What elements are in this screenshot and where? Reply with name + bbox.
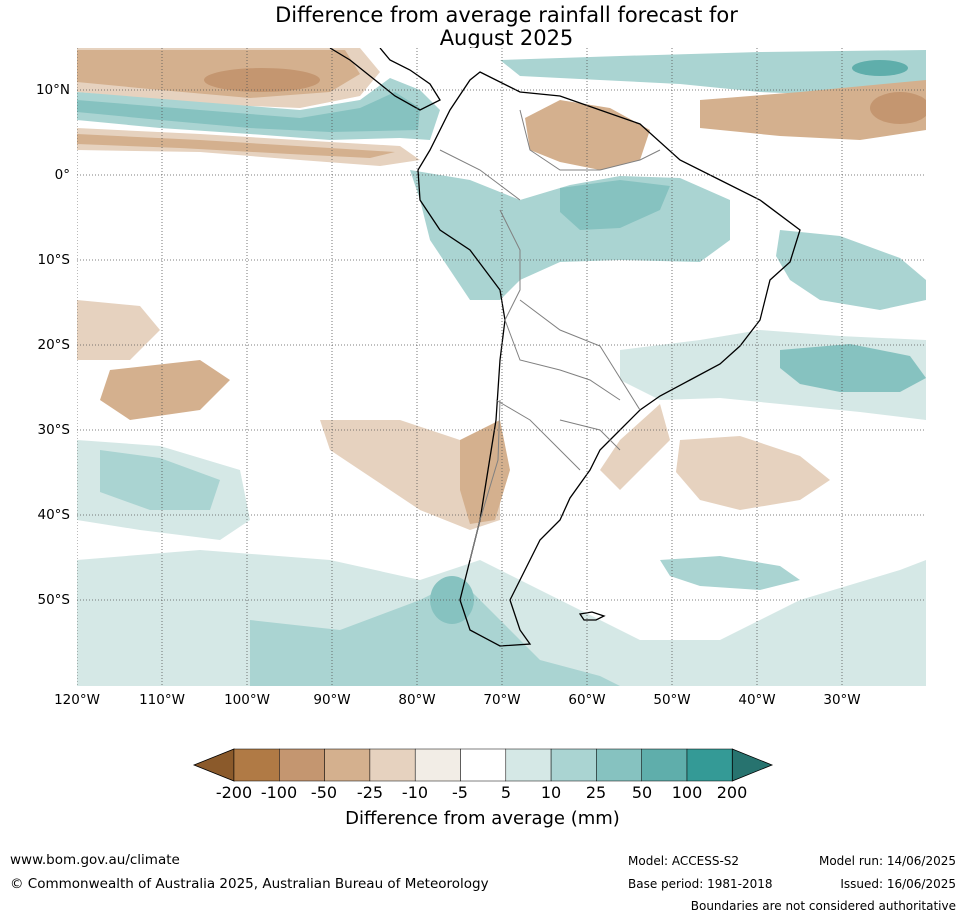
colorbar-tick: -100 xyxy=(260,783,298,802)
anomaly-dry-tropical-atlantic xyxy=(700,80,926,140)
colorbar-tick: 25 xyxy=(585,783,607,802)
colorbar-segment-1 xyxy=(233,748,280,782)
anomaly-dry-se-pacific-2 xyxy=(100,360,230,420)
anomaly-dry-central-chile-core xyxy=(460,420,510,524)
anomaly-wet-amazon-core xyxy=(560,180,670,230)
colorbar-tick: 50 xyxy=(631,783,653,802)
anomaly-wet-south-atlantic-south xyxy=(660,556,800,590)
anomaly-dry-tropical-atlantic-core xyxy=(870,92,926,124)
lat-label-10s: 10°S xyxy=(37,252,71,268)
colorbar-tick: -5 xyxy=(452,783,468,802)
lat-label-30s: 30°S xyxy=(37,422,71,438)
colorbar xyxy=(192,748,774,782)
lon-label-110w: 110°W xyxy=(139,692,185,708)
lat-label-0: 0° xyxy=(54,167,70,183)
lon-label-80w: 80°W xyxy=(398,692,436,708)
anomaly-dry-sw-atlantic xyxy=(600,404,670,490)
footer-base-period: Base period: 1981-2018 xyxy=(628,877,773,891)
lon-label-100w: 100°W xyxy=(224,692,270,708)
central-america-coastline xyxy=(329,48,441,111)
footer-model: Model: ACCESS-S2 xyxy=(628,854,740,868)
colorbar-segment-6 xyxy=(460,748,507,782)
lon-label-60w: 60°W xyxy=(568,692,606,708)
colorbar-arrow-left xyxy=(192,748,235,782)
anomaly-wet-caribbean xyxy=(500,50,926,96)
title-line-1: Difference from average rainfall forecas… xyxy=(275,3,738,27)
lon-label-90w: 90°W xyxy=(313,692,351,708)
south-america-coastline xyxy=(417,71,801,647)
map-plot-area xyxy=(77,48,926,686)
anomaly-dry-se-pacific xyxy=(77,300,160,360)
lon-label-50w: 50°W xyxy=(653,692,691,708)
lat-label-40s: 40°S xyxy=(37,507,71,523)
lon-label-30w: 30°W xyxy=(823,692,861,708)
anomaly-dry-equatorial-pacific-core xyxy=(77,134,395,158)
colorbar-tick: -200 xyxy=(215,783,253,802)
anomaly-dry-guianas xyxy=(525,100,650,170)
colorbar-segment-4 xyxy=(369,748,416,782)
footer-website: www.bom.gov.au/climate xyxy=(10,852,180,868)
colorbar-segment-5 xyxy=(414,748,461,782)
colorbar-tick: -10 xyxy=(401,783,429,802)
graticule xyxy=(77,48,926,686)
lon-label-40w: 40°W xyxy=(738,692,776,708)
colorbar-tick: 5 xyxy=(500,783,512,802)
colorbar-segment-3 xyxy=(324,748,371,782)
anomaly-wet-caribbean-core xyxy=(852,60,908,76)
anomaly-wet-southern-ocean-core xyxy=(250,580,620,686)
colorbar-tick: 10 xyxy=(540,783,562,802)
colorbar-segment-10 xyxy=(641,748,688,782)
falkland-islands xyxy=(578,611,606,621)
anomaly-wet-ne-brazil-offshore xyxy=(776,230,926,310)
colorbar-title: Difference from average (mm) xyxy=(345,808,620,829)
colorbar-tick: 200 xyxy=(716,783,748,802)
colorbar-tick: -50 xyxy=(310,783,338,802)
colorbar-tick: -25 xyxy=(356,783,384,802)
colorbar-segment-2 xyxy=(279,748,325,782)
colorbar-arrow-right xyxy=(731,748,774,782)
title-line-2: August 2025 xyxy=(439,26,574,50)
lon-label-70w: 70°W xyxy=(483,692,521,708)
footer-disclaimer: Boundaries are not considered authoritat… xyxy=(690,899,956,913)
footer-model-run: Model run: 14/06/2025 xyxy=(818,854,956,868)
anomaly-dry-north-pacific-core xyxy=(204,68,320,92)
lat-label-20s: 20°S xyxy=(37,337,71,353)
map-title: Difference from average rainfall forecas… xyxy=(0,4,965,50)
anomaly-wet-south-pacific-core xyxy=(100,450,220,510)
lat-label-50s: 50°S xyxy=(37,592,71,608)
anomaly-wet-south-atlantic-core xyxy=(780,344,926,392)
lat-label-10n: 10°N xyxy=(35,82,70,98)
colorbar-segment-9 xyxy=(596,748,642,782)
lon-label-120w: 120°W xyxy=(54,692,100,708)
footer-issued: Issued: 16/06/2025 xyxy=(840,877,956,891)
anomaly-dry-rio-de-la-plata xyxy=(676,436,830,510)
footer-copyright: © Commonwealth of Australia 2025, Austra… xyxy=(10,876,489,892)
colorbar-tick: 100 xyxy=(671,783,703,802)
anomaly-dry-central-chile xyxy=(320,420,500,530)
colorbar-segment-7 xyxy=(505,748,552,782)
colorbar-segment-11 xyxy=(686,748,733,782)
anomaly-wet-itcz-core xyxy=(77,92,420,132)
country-borders xyxy=(439,109,661,561)
colorbar-segment-8 xyxy=(550,748,597,782)
